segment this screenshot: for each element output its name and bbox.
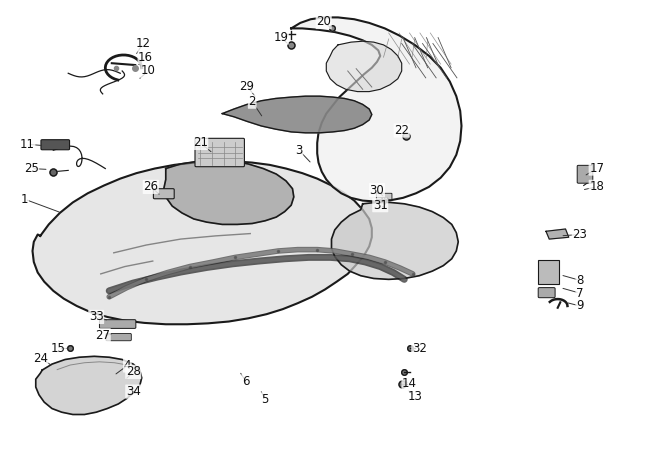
Text: 12: 12: [135, 37, 151, 50]
Text: 1: 1: [21, 193, 29, 206]
Text: 28: 28: [126, 365, 140, 378]
Text: 6: 6: [242, 375, 250, 387]
FancyBboxPatch shape: [195, 138, 244, 167]
Text: 21: 21: [192, 136, 208, 149]
Text: 8: 8: [576, 274, 584, 287]
Text: 34: 34: [126, 385, 140, 398]
Text: 25: 25: [24, 162, 38, 175]
Polygon shape: [164, 160, 294, 224]
FancyBboxPatch shape: [99, 320, 136, 328]
Polygon shape: [326, 41, 402, 92]
FancyBboxPatch shape: [376, 193, 392, 200]
Text: 27: 27: [95, 329, 110, 342]
Text: 24: 24: [32, 352, 48, 365]
Text: 20: 20: [317, 16, 331, 28]
Text: 2: 2: [248, 95, 256, 108]
Polygon shape: [546, 229, 569, 239]
Text: 9: 9: [576, 300, 584, 312]
Text: 33: 33: [89, 311, 103, 323]
Text: 30: 30: [370, 184, 384, 196]
Polygon shape: [332, 202, 458, 279]
FancyBboxPatch shape: [106, 333, 131, 341]
Text: 10: 10: [141, 65, 155, 77]
Text: 26: 26: [143, 180, 159, 193]
Text: 29: 29: [239, 80, 255, 93]
Polygon shape: [36, 356, 142, 414]
Text: 19: 19: [273, 31, 289, 44]
Polygon shape: [222, 96, 372, 133]
Text: 11: 11: [20, 138, 35, 151]
FancyBboxPatch shape: [538, 288, 555, 298]
Text: 13: 13: [408, 390, 422, 403]
Text: 4: 4: [124, 359, 131, 372]
Text: 23: 23: [573, 228, 587, 241]
Text: 32: 32: [412, 343, 426, 355]
Polygon shape: [32, 161, 372, 324]
Text: 14: 14: [402, 377, 417, 390]
Text: 22: 22: [394, 124, 410, 137]
FancyBboxPatch shape: [577, 165, 593, 183]
FancyBboxPatch shape: [538, 260, 559, 284]
Text: 7: 7: [576, 287, 584, 300]
Text: 3: 3: [295, 144, 303, 157]
Text: 17: 17: [589, 162, 604, 175]
Text: 15: 15: [51, 343, 66, 355]
Text: 5: 5: [261, 393, 269, 406]
Text: 18: 18: [590, 180, 604, 193]
Text: 31: 31: [373, 199, 387, 212]
FancyBboxPatch shape: [41, 140, 70, 150]
Polygon shape: [291, 17, 462, 202]
Text: 16: 16: [138, 51, 153, 64]
FancyBboxPatch shape: [153, 189, 174, 199]
